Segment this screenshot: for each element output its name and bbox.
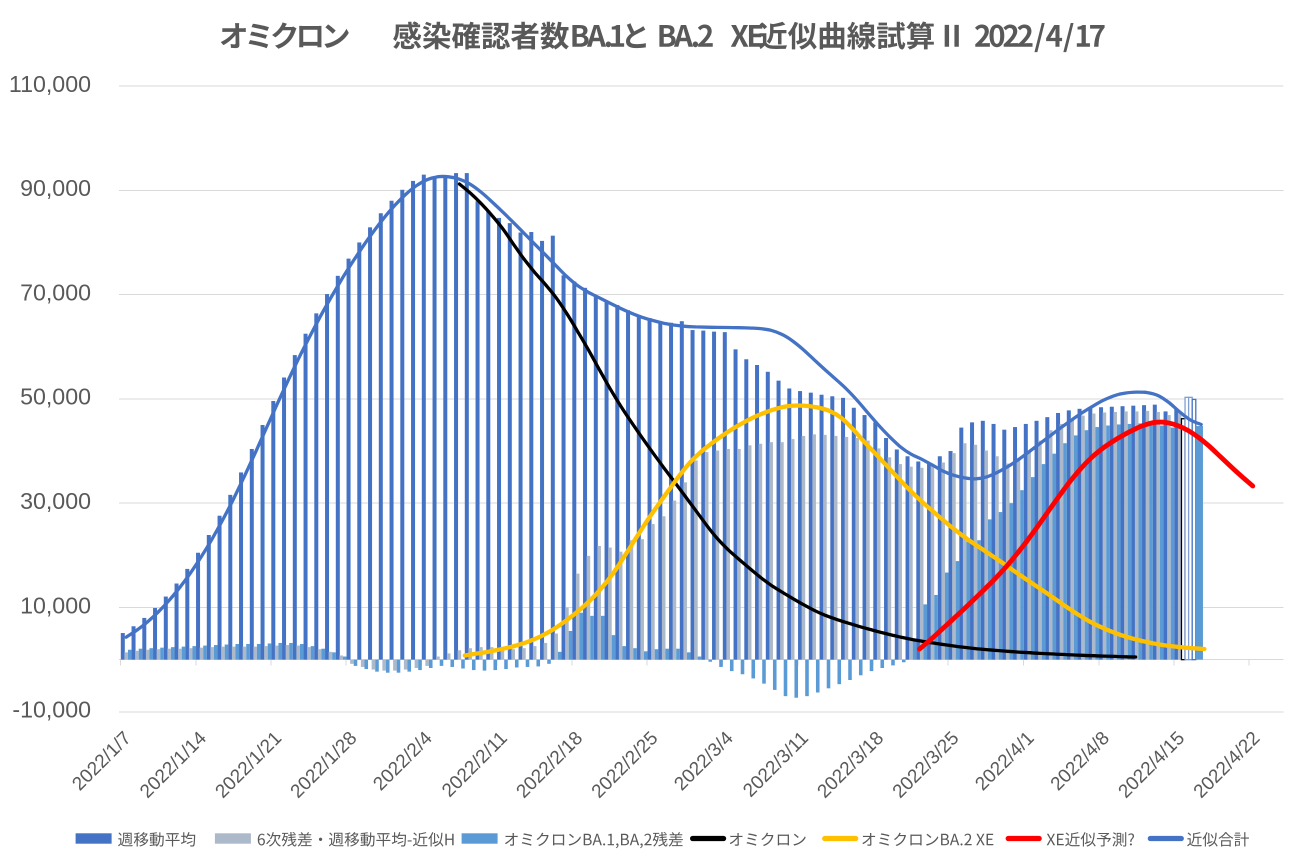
svg-text:90,000: 90,000 [20, 175, 91, 201]
svg-text:30,000: 30,000 [20, 488, 91, 514]
svg-text:-10,000: -10,000 [12, 697, 91, 723]
svg-text:50,000: 50,000 [20, 384, 91, 410]
svg-text:10,000: 10,000 [20, 592, 91, 618]
svg-text:110,000: 110,000 [9, 71, 91, 97]
svg-text:70,000: 70,000 [20, 279, 91, 305]
